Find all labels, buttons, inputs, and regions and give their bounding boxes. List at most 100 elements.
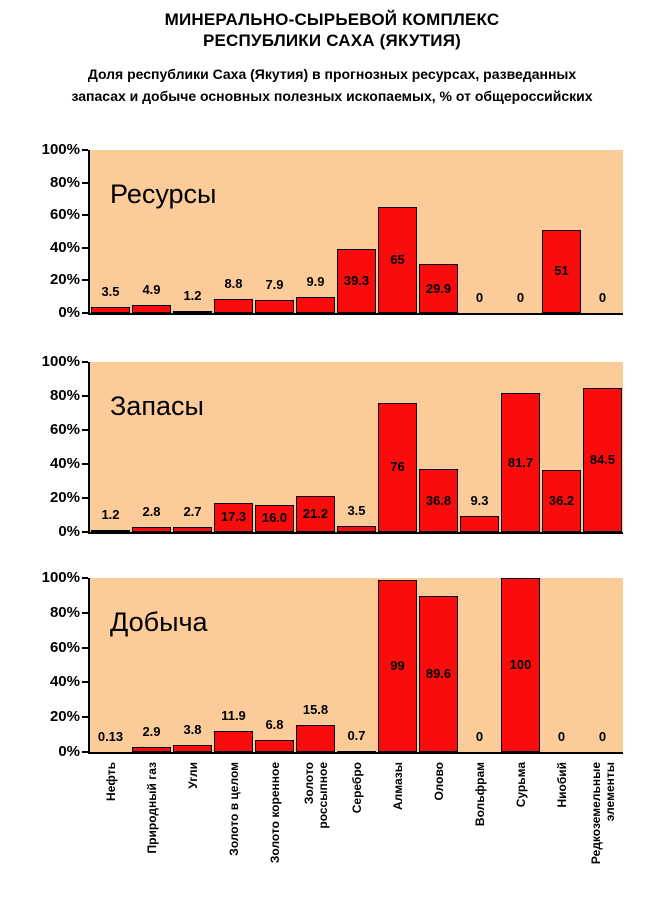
y-axis-tick — [82, 716, 88, 719]
bar — [296, 296, 335, 313]
y-axis-tick-label: 0% — [58, 523, 80, 540]
y-axis-tick-label: 80% — [49, 387, 80, 404]
bar — [542, 229, 581, 313]
value-label: 36.2 — [548, 493, 575, 509]
bar — [132, 746, 171, 752]
chart-title: Добыча — [110, 607, 208, 637]
value-label: 0 — [557, 729, 566, 744]
bar — [173, 745, 212, 752]
x-axis-category-label: Природный газ — [131, 762, 172, 911]
value-label: 1.2 — [183, 288, 202, 304]
value-label: 0.7 — [347, 727, 366, 743]
value-label: 0 — [598, 290, 607, 305]
y-axis-tick — [82, 214, 88, 217]
x-axis-category-label-line: Серебро — [349, 762, 364, 814]
y-axis-tick-label: 60% — [49, 638, 80, 656]
x-axis-category-label: Олово — [418, 762, 459, 911]
bar — [214, 502, 253, 532]
chart-title: Ресурсы — [110, 179, 217, 209]
x-axis-category: Редкоземельные элементы — [582, 762, 623, 911]
bar — [419, 469, 458, 532]
x-axis-category: Серебро — [336, 762, 377, 911]
x-axis-category-label-line: Ниобий — [554, 762, 569, 808]
y-axis-tick — [82, 246, 88, 249]
y-axis-tick — [82, 463, 88, 465]
x-axis-category-label: Золото коренное — [254, 762, 295, 911]
bar — [91, 529, 130, 532]
y-axis-tick-label: 40% — [49, 455, 80, 472]
bar — [378, 579, 417, 752]
value-label: 89.6 — [425, 666, 452, 682]
bar — [255, 300, 294, 313]
y-axis-tick-label: 40% — [49, 238, 80, 256]
bar — [460, 516, 499, 532]
page-title-line-2: РЕСПУБЛИКИ САХА (ЯКУТИЯ) — [202, 31, 461, 50]
value-label: 2.7 — [183, 504, 202, 520]
value-label: 3.8 — [183, 722, 202, 738]
x-axis-category-label: Редкоземельные элементы — [582, 762, 623, 911]
x-axis-category: Угли — [172, 762, 213, 911]
bar — [378, 402, 417, 532]
bar — [419, 264, 458, 313]
x-axis-category-label: Сурьма — [500, 762, 541, 911]
x-axis-category-label: Алмазы — [377, 762, 418, 911]
value-label: 15.8 — [302, 701, 329, 717]
x-axis-category: Нефть — [90, 762, 131, 911]
bar — [296, 495, 335, 532]
x-axis-category-label-line: Сурьма — [513, 762, 528, 808]
x-axis-category-label: Золото в целом — [213, 762, 254, 911]
value-label: 76 — [390, 459, 405, 475]
x-axis-category-label: Вольфрам — [459, 762, 500, 911]
y-axis-tick — [82, 646, 88, 649]
y-axis-tick — [82, 395, 88, 397]
y-axis-tick-label: 100% — [41, 141, 80, 158]
y-axis-tick — [82, 751, 88, 753]
x-axis-category-label-line: россыпное — [315, 762, 330, 829]
y-axis-tick — [82, 361, 88, 363]
x-axis-category: Вольфрам — [459, 762, 500, 911]
value-label: 8.8 — [224, 275, 243, 291]
value-label: 11.9 — [221, 708, 246, 724]
value-label: 0 — [475, 729, 484, 744]
bar — [255, 740, 294, 752]
y-axis-tick-label: 0% — [58, 743, 80, 760]
x-axis-category-label: Серебро — [336, 762, 377, 911]
x-axis-category: Золото в целом — [213, 762, 254, 911]
value-label: 100 — [509, 657, 532, 672]
y-axis-tick — [82, 531, 88, 533]
bar — [378, 207, 417, 313]
bar — [501, 578, 540, 752]
bar — [91, 307, 130, 313]
bar — [337, 526, 376, 532]
value-label: 9.9 — [306, 273, 325, 289]
x-axis-category: Алмазы — [377, 762, 418, 911]
x-axis-category: Природный газ — [131, 762, 172, 911]
value-label: 3.5 — [101, 284, 120, 300]
x-axis-category-label: Золото россыпное — [295, 762, 336, 911]
x-axis-category-label-line: Золото — [301, 762, 316, 805]
x-axis-category-label: Угли — [172, 762, 213, 911]
x-axis-category: Золото коренное — [254, 762, 295, 911]
y-axis-tick-label: 20% — [49, 708, 80, 726]
bar — [214, 298, 253, 313]
value-label: 1.2 — [101, 506, 120, 522]
y-axis-tick-label: 20% — [49, 271, 80, 289]
x-axis-category-label-line: Редкоземельные — [588, 762, 603, 865]
value-label: 0 — [475, 290, 484, 305]
x-axis-category-label-line: Угли — [185, 762, 200, 789]
y-axis-tick-label: 60% — [49, 206, 80, 224]
value-label: 9.3 — [470, 493, 489, 509]
y-axis-tick-label: 100% — [41, 353, 80, 370]
bar — [214, 731, 253, 752]
bar — [419, 596, 458, 752]
value-label: 51 — [554, 263, 569, 279]
value-label: 81.7 — [507, 454, 534, 470]
value-label: 3.5 — [347, 503, 366, 519]
x-axis-category-label-line: Золото в целом — [226, 762, 241, 856]
value-label: 0 — [516, 290, 525, 305]
x-axis-category-label-line: элементы — [602, 762, 617, 822]
x-axis-category-label-line: Природный газ — [144, 762, 159, 854]
bar — [501, 393, 540, 532]
x-axis-category-label-line: Алмазы — [390, 762, 405, 811]
x-axis-category-label: Нефть — [90, 762, 131, 911]
